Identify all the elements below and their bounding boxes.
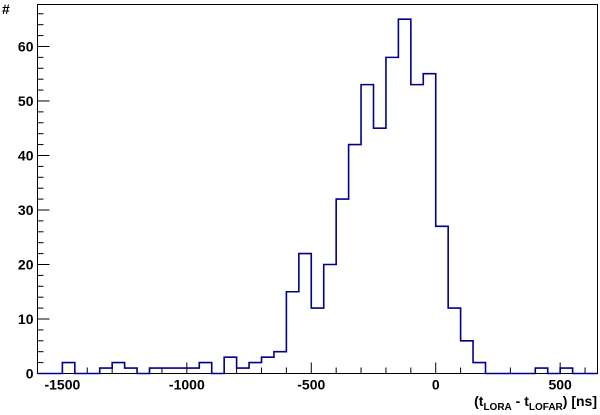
x-tick-label: 500 bbox=[548, 377, 572, 393]
y-axis-label: # bbox=[2, 1, 10, 17]
y-tick-label: 20 bbox=[18, 256, 34, 272]
y-axis: 0 10 20 30 40 50 60 bbox=[18, 13, 50, 382]
x-tick-label: -1500 bbox=[44, 377, 80, 393]
x-tick-label: -1000 bbox=[169, 377, 205, 393]
x-tick-label: -500 bbox=[297, 377, 325, 393]
x-axis: -1500 -1000 -500 0 500 bbox=[37, 362, 586, 393]
plot-frame bbox=[37, 4, 598, 374]
y-tick-label: 60 bbox=[18, 38, 34, 54]
x-axis-label: (tLORA - tLOFAR) [ns] bbox=[474, 393, 597, 413]
y-tick-label: 30 bbox=[18, 202, 34, 218]
y-tick-label: 40 bbox=[18, 147, 34, 163]
histogram-series bbox=[37, 18, 598, 375]
x-tick-label: 0 bbox=[432, 377, 440, 393]
y-tick-label: 10 bbox=[18, 311, 34, 327]
y-tick-label: 0 bbox=[26, 366, 34, 382]
y-tick-label: 50 bbox=[18, 93, 34, 109]
